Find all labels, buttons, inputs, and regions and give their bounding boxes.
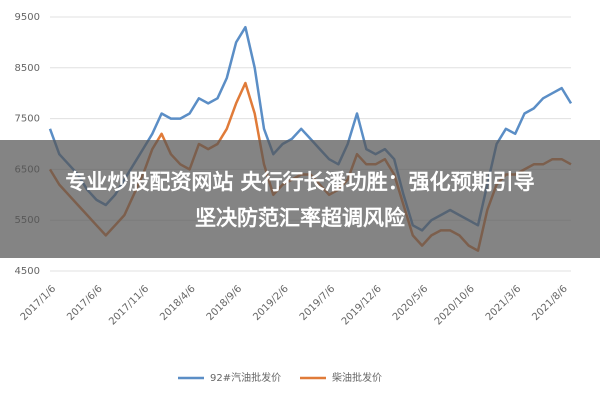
x-tick-label: 2019/12/6 bbox=[340, 283, 384, 327]
legend-label: 92#汽油批发价 bbox=[210, 371, 281, 384]
overlay-banner bbox=[0, 140, 600, 258]
x-tick-label: 2019/2/6 bbox=[251, 283, 291, 323]
x-tick-label: 2017/1/6 bbox=[19, 283, 59, 323]
x-tick-label: 2020/10/6 bbox=[433, 283, 477, 327]
x-tick-label: 2018/9/6 bbox=[205, 283, 245, 323]
y-tick-label: 4500 bbox=[15, 266, 40, 277]
x-tick-label: 2021/8/6 bbox=[530, 283, 570, 323]
x-tick-label: 2018/4/6 bbox=[158, 283, 198, 323]
x-tick-label: 2019/7/6 bbox=[298, 283, 338, 323]
overlay-text: 坚决防范汇率超调风险 bbox=[195, 206, 406, 230]
y-tick-label: 7500 bbox=[15, 114, 40, 125]
x-tick-label: 2020/5/6 bbox=[391, 283, 431, 323]
x-tick-label: 2017/6/6 bbox=[65, 283, 105, 323]
legend-label: 柴油批发价 bbox=[332, 371, 382, 384]
y-tick-label: 8500 bbox=[15, 63, 40, 74]
x-tick-label: 2021/3/6 bbox=[484, 283, 524, 323]
y-tick-label: 9500 bbox=[15, 12, 40, 23]
x-tick-label: 2017/11/6 bbox=[107, 283, 151, 327]
overlay-text: 专业炒股配资网站 央行行长潘功胜：强化预期引导 bbox=[65, 170, 534, 194]
